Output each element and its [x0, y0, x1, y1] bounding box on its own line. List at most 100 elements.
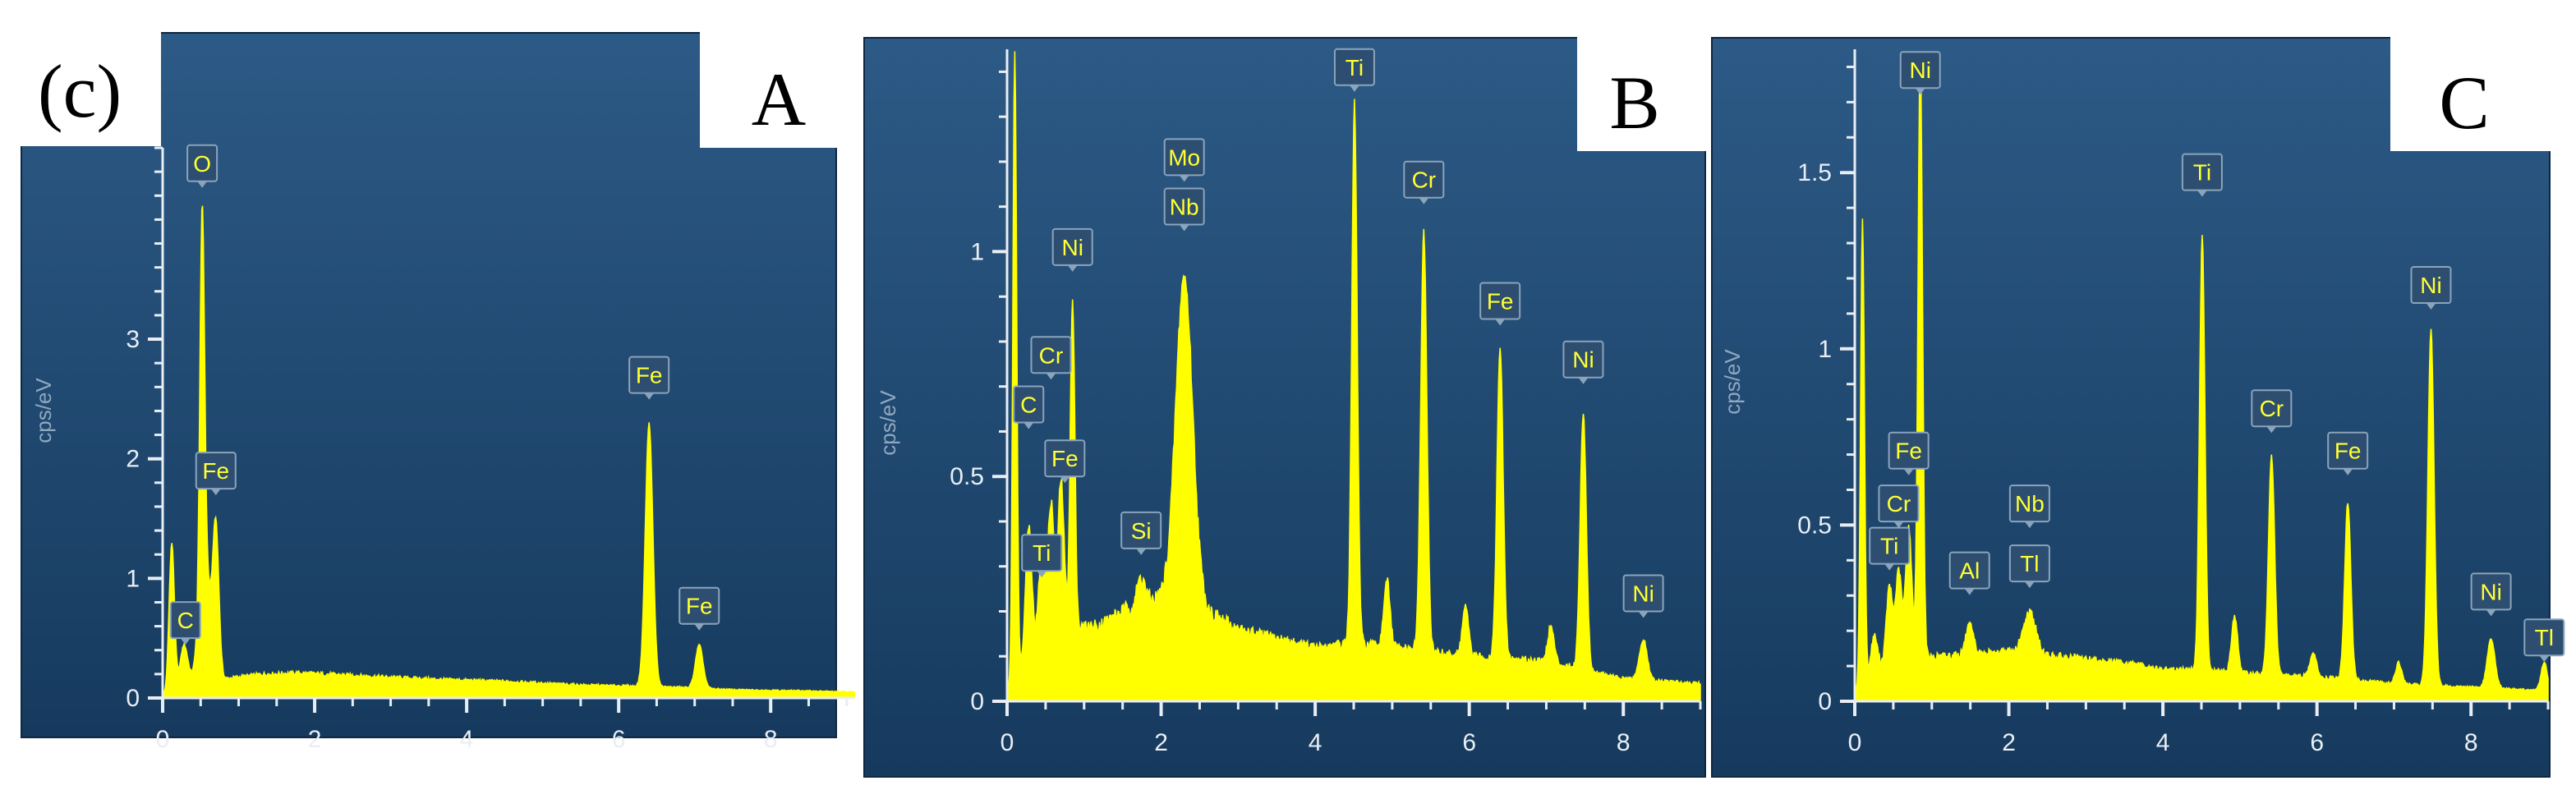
peak-label-pointer: [2024, 521, 2035, 529]
peak-label: Cr: [1030, 336, 1072, 380]
peak-label-text: Fe: [686, 594, 713, 619]
peak-label-text: Cr: [2260, 396, 2284, 421]
peak-label-text: Al: [1959, 558, 1980, 584]
x-tick-label: 2: [308, 726, 322, 753]
peak-label: Nb: [2008, 484, 2050, 529]
peak-label-pointer: [694, 623, 705, 631]
y-axis-label: cps/eV: [31, 378, 56, 443]
peak-label-pointer: [2539, 655, 2550, 663]
peak-label-text: Fe: [2334, 439, 2362, 464]
y-tick-label: 1: [970, 238, 984, 265]
spectrum-area-a: [162, 205, 855, 699]
peak-label: Mo: [1163, 138, 1205, 182]
y-axis-label: cps/eV: [876, 390, 900, 456]
peak-label: Fe: [1044, 439, 1086, 484]
peak-label-pointer: [1060, 476, 1070, 484]
panel-letter: A: [752, 57, 806, 141]
peak-label: Fe: [1479, 282, 1521, 326]
y-tick-label: 1: [1818, 336, 1832, 363]
peak-label: Ni: [1051, 227, 1093, 272]
panel-letter-box: [1577, 34, 1710, 151]
peak-label-pointer: [197, 181, 208, 188]
peak-label: Fe: [628, 356, 670, 400]
peak-label-pointer: [2343, 468, 2353, 475]
peak-label: Cr: [1878, 484, 1920, 529]
panel-letter-box: [2390, 34, 2555, 151]
peak-label-pointer: [1037, 571, 1047, 578]
peak-label-pointer: [2024, 581, 2035, 589]
x-tick-label: 8: [764, 726, 778, 753]
peak-label: Fe: [2327, 431, 2369, 475]
peak-label: C: [1013, 385, 1045, 429]
x-tick-label: 0: [1000, 729, 1014, 756]
peak-label-pointer: [2266, 426, 2277, 434]
peak-label-pointer: [1495, 319, 1506, 326]
x-tick-label: 2: [1154, 729, 1168, 756]
spectrum-panel-a: 0 2 4 6 8 0 1 2 3 cps/eV O Fe C Fe Fe A: [21, 30, 858, 753]
peak-label-text: Nb: [2015, 491, 2045, 517]
peak-label-text: Fe: [1051, 446, 1079, 471]
peak-label: Ti: [1021, 534, 1063, 578]
y-tick-label: 0: [1818, 688, 1832, 715]
peak-label-pointer: [2486, 609, 2496, 617]
peak-label-pointer: [1964, 588, 1975, 595]
peak-label-pointer: [1179, 175, 1189, 182]
y-tick-label: 0.5: [1797, 512, 1832, 539]
peak-label: Ni: [1899, 51, 1941, 95]
peak-label-pointer: [1903, 468, 1914, 475]
peak-label-pointer: [180, 638, 191, 645]
peak-label: Cr: [1403, 160, 1445, 204]
peak-label-pointer: [210, 489, 221, 496]
peak-label-text: Ni: [1632, 581, 1654, 606]
peak-label-pointer: [2196, 190, 2207, 197]
peak-label-pointer: [1024, 422, 1034, 429]
peak-label: Ti: [1869, 526, 1911, 571]
peak-label-pointer: [1578, 377, 1589, 384]
y-axis-label: cps/eV: [1720, 349, 1745, 415]
peak-label: Fe: [1888, 431, 1930, 475]
peak-label: Al: [1948, 551, 1990, 595]
peak-label-text: Ni: [1572, 347, 1594, 373]
y-tick-label: 1: [126, 565, 140, 592]
peak-label: Tl: [2523, 618, 2565, 663]
peak-label-pointer: [1136, 548, 1147, 555]
panel-background-c: [1711, 37, 2551, 778]
peak-label: Cr: [2251, 389, 2293, 434]
peak-label-text: Ti: [1033, 540, 1051, 566]
peak-label-pointer: [1893, 521, 1904, 529]
peak-label: Nb: [1163, 187, 1205, 232]
peak-label-pointer: [1349, 85, 1359, 92]
x-tick-label: 6: [1462, 729, 1476, 756]
x-tick-label: 2: [2002, 729, 2016, 756]
peak-label-text: O: [193, 151, 211, 177]
peak-label: Ni: [2470, 572, 2512, 617]
peak-label: Ti: [1333, 48, 1375, 92]
x-tick-label: 6: [612, 726, 626, 753]
peak-label-text: Nb: [1170, 195, 1199, 220]
peak-label: Ni: [1622, 574, 1664, 618]
x-tick-label: 0: [156, 726, 170, 753]
peak-label: Ni: [1562, 340, 1604, 384]
peak-label-text: Cr: [1412, 168, 1437, 193]
peak-label: Fe: [678, 586, 720, 631]
peak-label: Tl: [2008, 544, 2050, 589]
peak-label-text: Ti: [1880, 534, 1898, 559]
peak-label-text: Ni: [1909, 57, 1930, 83]
panel-letter: B: [1609, 61, 1659, 145]
peak-label-text: Ni: [2480, 579, 2501, 604]
y-tick-label: 3: [126, 326, 140, 353]
peak-label-text: Ti: [1346, 55, 1364, 80]
peak-label-text: Ni: [2420, 273, 2441, 298]
y-tick-label: 0: [970, 688, 984, 715]
peak-label-pointer: [1419, 197, 1429, 204]
x-tick-label: 6: [2310, 729, 2324, 756]
peak-label-text: Tl: [2535, 625, 2554, 650]
peak-label-text: C: [177, 608, 194, 633]
peak-label-text: Tl: [2020, 551, 2039, 576]
x-tick-label: 4: [2156, 729, 2170, 756]
peak-label: Ti: [2181, 153, 2223, 197]
peak-label-text: C: [1020, 392, 1037, 417]
peak-label-pointer: [1046, 373, 1056, 380]
y-tick-label: 2: [126, 446, 140, 473]
peak-label: C: [169, 601, 201, 645]
